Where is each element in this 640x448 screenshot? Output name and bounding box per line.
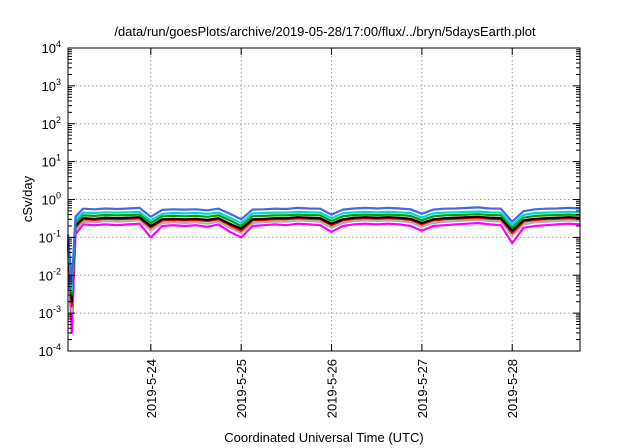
x-tick-label: 2019-5-27 bbox=[415, 359, 430, 418]
y-tick-label: 102 bbox=[42, 115, 61, 132]
x-tick-label: 2019-5-26 bbox=[325, 359, 340, 418]
y-tick-label: 10-3 bbox=[39, 304, 61, 321]
series-line bbox=[66, 213, 581, 297]
y-tick-label: 104 bbox=[42, 39, 61, 56]
x-axis-label: Coordinated Universal Time (UTC) bbox=[224, 430, 423, 445]
series-line bbox=[66, 221, 581, 334]
tick-layer: 10-4 10-3 10-2 10-1 100 101 102 103 104 2019-5-24… bbox=[39, 39, 580, 418]
series-line bbox=[66, 218, 581, 315]
y-tick-label: 10-4 bbox=[39, 342, 61, 359]
x-tick-label: 2019-5-24 bbox=[144, 359, 159, 418]
y-axis-label: cSv/day bbox=[20, 175, 35, 222]
x-tick-label: 2019-5-25 bbox=[234, 359, 249, 418]
x-tick-label: 2019-5-28 bbox=[505, 359, 520, 418]
series-line bbox=[66, 206, 581, 285]
y-tick-label: 10-1 bbox=[39, 228, 61, 245]
series-line bbox=[66, 215, 581, 303]
y-tick-label: 103 bbox=[42, 77, 61, 94]
series-layer bbox=[66, 206, 581, 334]
series-line bbox=[66, 210, 581, 292]
y-tick-label: 10-2 bbox=[39, 266, 61, 283]
chart-title: /data/run/goesPlots/archive/2019-05-28/1… bbox=[114, 24, 536, 39]
grid-layer bbox=[68, 48, 580, 351]
y-tick-label: 100 bbox=[42, 191, 61, 208]
y-tick-label: 101 bbox=[42, 153, 61, 170]
